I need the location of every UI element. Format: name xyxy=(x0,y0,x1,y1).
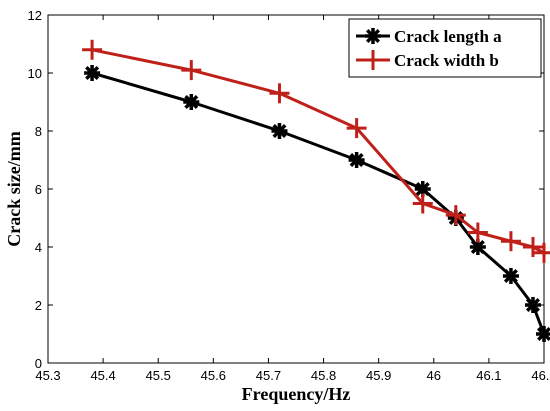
data-point xyxy=(412,193,433,214)
y-tick-label: 12 xyxy=(28,8,42,23)
y-tick-label: 8 xyxy=(35,124,42,139)
legend-label: Crack width b xyxy=(394,51,499,70)
data-point xyxy=(269,83,290,104)
axis-ticks: 45.345.445.545.645.745.845.94646.146.202… xyxy=(28,8,550,383)
data-point xyxy=(467,222,488,243)
y-tick-label: 10 xyxy=(28,66,42,81)
data-point xyxy=(183,94,200,110)
data-point xyxy=(414,181,431,197)
legend: Crack length a Crack width b xyxy=(348,18,542,78)
y-axis-title: Crack size/mm xyxy=(4,131,24,246)
x-tick-label: 45.6 xyxy=(201,368,226,383)
legend-item: Crack width b xyxy=(356,50,499,70)
data-point xyxy=(271,123,288,139)
data-point xyxy=(346,118,367,139)
data-point xyxy=(500,231,521,252)
series-line xyxy=(91,71,546,335)
x-tick-label: 45.3 xyxy=(35,368,60,383)
x-tick-label: 45.7 xyxy=(256,368,281,383)
series-layer xyxy=(82,39,550,342)
legend-item: Crack length a xyxy=(356,27,502,46)
data-point xyxy=(502,268,519,284)
x-axis-title: Frequency/Hz xyxy=(242,384,351,404)
legend-marker xyxy=(365,28,381,44)
data-point xyxy=(534,242,550,263)
data-point xyxy=(181,60,202,81)
legend-marker xyxy=(363,50,383,70)
series-line xyxy=(91,48,545,255)
x-tick-label: 45.8 xyxy=(311,368,336,383)
y-tick-label: 6 xyxy=(35,182,42,197)
legend-box xyxy=(348,18,542,78)
y-tick-label: 2 xyxy=(35,298,42,313)
y-tick-label: 4 xyxy=(35,240,42,255)
x-tick-label: 45.9 xyxy=(366,368,391,383)
data-point xyxy=(524,297,541,313)
x-tick-label: 46.2 xyxy=(531,368,550,383)
data-point xyxy=(348,152,365,168)
series-1 xyxy=(82,39,550,263)
data-point xyxy=(536,326,550,342)
legend-label: Crack length a xyxy=(394,27,502,46)
data-point xyxy=(522,237,543,257)
x-tick-label: 45.5 xyxy=(146,368,171,383)
x-tick-label: 46 xyxy=(427,368,441,383)
data-point xyxy=(82,39,103,60)
data-point xyxy=(445,205,466,226)
data-point xyxy=(84,65,101,81)
x-tick-label: 46.1 xyxy=(476,368,501,383)
x-tick-label: 45.4 xyxy=(90,368,115,383)
y-tick-label: 0 xyxy=(35,356,42,371)
